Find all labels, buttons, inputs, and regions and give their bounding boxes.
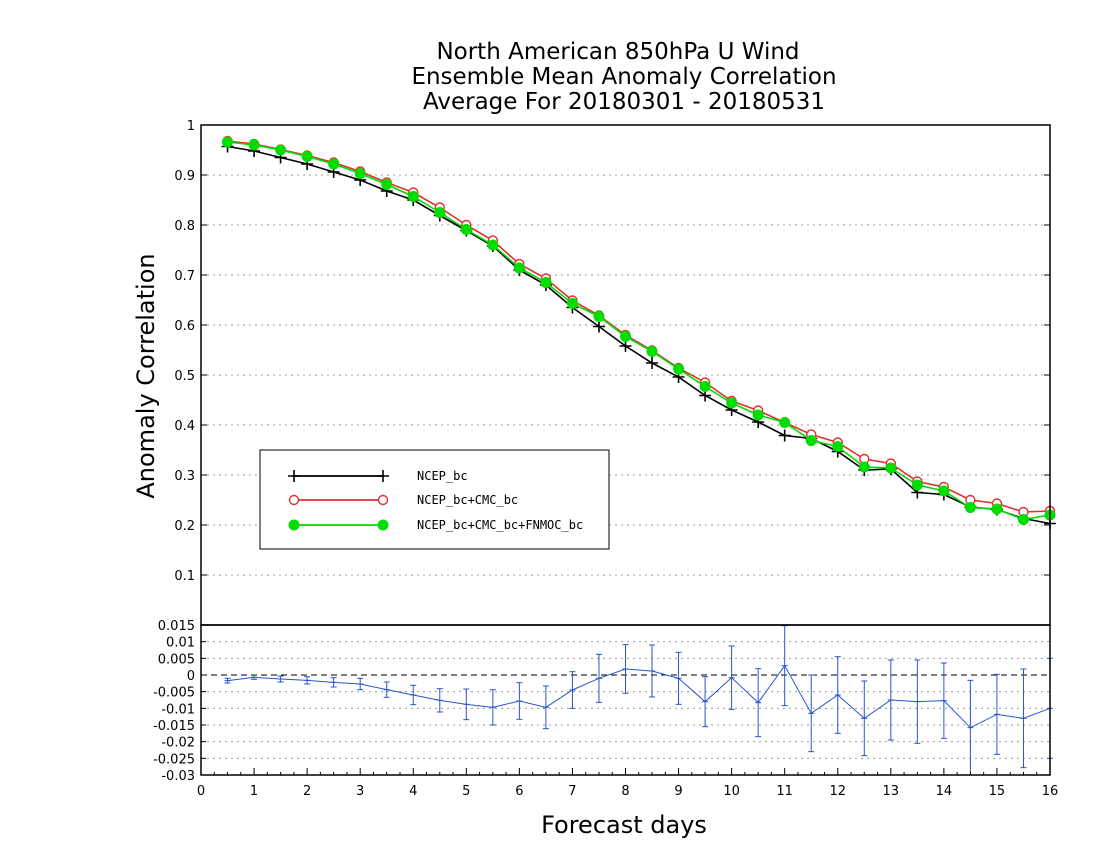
data-point-ncep-bc-cmc-bc-fnmoc-bc [805,435,817,446]
bottom-panel-y-ticks: 0.0150.010.0050-0.005-0.01-0.015-0.02-0.… [153,619,206,784]
data-point-ncep-bc-cmc-bc-fnmoc-bc [1017,514,1029,525]
legend-marker-ncep-bc-cmc-bc [377,494,389,506]
x-tick-label: 15 [989,784,1006,799]
data-point-ncep-bc-cmc-bc-fnmoc-bc [513,262,525,274]
chart-title: North American 850hPa U Wind Ensemble Me… [411,39,836,115]
top-y-tick-label: 0.3 [174,469,195,484]
x-tick-label: 14 [936,784,953,799]
x-tick-label: 3 [356,784,364,799]
x-tick-label: 9 [674,784,682,799]
data-point-ncep-bc-cmc-bc-fnmoc-bc [354,168,366,179]
data-point-ncep-bc-cmc-bc-fnmoc-bc [434,207,446,218]
data-point-ncep-bc-cmc-bc-fnmoc-bc [832,441,844,452]
data-point-ncep-bc-cmc-bc-fnmoc-bc [275,144,287,156]
legend-marker-ncep-bc-cmc-bc-fnmoc-bc [377,519,389,531]
data-point-ncep-bc-cmc-bc-fnmoc-bc [407,191,419,202]
data-point-ncep-bc-cmc-bc-fnmoc-bc [328,158,340,170]
data-point-ncep-bc-cmc-bc-fnmoc-bc [593,311,605,322]
title-line-3: Average For 20180301 - 20180531 [423,89,825,115]
top-y-tick-label: 0.2 [174,519,195,534]
x-tick-label: 6 [515,784,523,799]
data-point-ncep-bc-cmc-bc-fnmoc-bc [620,331,631,342]
legend-marker-ncep-bc-cmc-bc [288,494,300,506]
top-y-tick-label: 0.8 [174,219,195,234]
bottom-y-tick-label: -0.02 [161,736,195,751]
bottom-y-tick-label: -0.03 [161,769,195,784]
x-tick-label: 10 [723,784,740,799]
data-point-ncep-bc-cmc-bc-fnmoc-bc [222,136,234,148]
data-point-ncep-bc-cmc-bc-fnmoc-bc [301,151,313,162]
top-y-tick-label: 0.6 [174,319,195,334]
top-y-tick-label: 0.1 [174,569,195,584]
data-point-ncep-bc-cmc-bc-fnmoc-bc [779,417,791,428]
data-point-ncep-bc-cmc-bc-fnmoc-bc [248,139,260,151]
data-point-ncep-bc-cmc-bc-fnmoc-bc [699,381,711,392]
title-line-1: North American 850hPa U Wind [436,39,799,65]
legend-label-ncep-bc: NCEP_bc [417,469,468,483]
series-line-ncep-bc [227,145,1051,525]
top-y-tick-label: 0.9 [174,169,195,184]
x-tick-label: 0 [197,784,205,799]
y-axis-label: Anomaly Correlation [132,253,160,498]
data-point-ncep-bc [778,429,791,442]
top-y-tick-label: 0.5 [174,369,195,384]
data-point-ncep-bc-cmc-bc-fnmoc-bc [858,461,870,473]
x-tick-label: 11 [776,784,793,799]
top-y-tick-label: 0.4 [174,419,195,434]
data-point-ncep-bc-cmc-bc-fnmoc-bc [911,479,923,491]
data-point-ncep-bc-cmc-bc-fnmoc-bc [646,346,658,357]
top-panel-y-ticks: 0.1 0.2 0.3 0.4 0.5 0.6 0.7 0.8 0.9 1 [174,119,1050,584]
title-line-2: Ensemble Mean Anomaly Correlation [411,64,836,90]
top-panel-series [221,135,1056,530]
top-y-tick-label: 1 [187,119,195,134]
legend-label-ncep-bc-cmc-bc-fnmoc-bc: NCEP_bc+CMC_bc+FNMOC_bc [417,518,583,532]
bottom-y-tick-label: 0.015 [158,619,195,634]
bottom-y-tick-label: 0.01 [166,636,195,651]
legend-marker-ncep-bc [288,470,300,482]
data-point-ncep-bc-cmc-bc-fnmoc-bc [885,462,897,474]
x-tick-label: 5 [462,784,470,799]
x-ticks: 0 1 2 3 4 5 6 7 8 9 10 11 12 13 14 15 16 [197,768,1058,799]
x-tick-label: 8 [621,784,629,799]
data-point-ncep-bc-cmc-bc-fnmoc-bc [752,409,764,421]
data-point-ncep-bc-cmc-bc-fnmoc-bc [938,485,950,497]
data-point-ncep-bc-cmc-bc-fnmoc-bc [460,224,472,235]
x-tick-label: 16 [1042,784,1059,799]
x-tick-label: 7 [568,784,576,799]
legend-items: NCEP_bc NCEP_bc+CMC_bc NCEP_bc+CMC_bc+FNMO… [288,469,583,532]
data-point-ncep-bc-cmc-bc-fnmoc-bc [381,179,393,190]
data-point-ncep-bc-cmc-bc-fnmoc-bc [487,239,499,251]
bottom-y-tick-label: -0.01 [161,702,195,717]
data-point-ncep-bc-cmc-bc-fnmoc-bc [964,502,976,513]
difference-line [227,664,1051,729]
top-y-tick-label: 0.7 [174,269,195,284]
bottom-y-tick-label: 0.005 [158,652,195,667]
data-point-ncep-bc-cmc-bc-fnmoc-bc [540,277,552,288]
data-point-ncep-bc-cmc-bc-fnmoc-bc [566,298,578,309]
x-tick-label: 12 [829,784,846,799]
data-point-ncep-bc-cmc-bc-fnmoc-bc [726,397,738,409]
data-point-ncep-bc-cmc-bc-fnmoc-bc [673,363,685,375]
legend: NCEP_bc NCEP_bc+CMC_bc NCEP_bc+CMC_bc+FNMO… [259,449,610,550]
legend-marker-ncep-bc [377,470,389,482]
bottom-y-tick-label: -0.015 [153,719,195,734]
x-tick-label: 1 [250,784,258,799]
data-point-ncep-bc [646,357,659,369]
legend-marker-ncep-bc-cmc-bc-fnmoc-bc [288,519,300,531]
data-point-ncep-bc [592,320,605,333]
data-point-ncep-bc-cmc-bc-fnmoc-bc [991,503,1003,515]
x-axis-label: Forecast days [541,811,707,839]
bottom-panel-series [224,625,1053,775]
bottom-y-tick-label: -0.005 [153,686,195,701]
x-tick-label: 4 [409,784,417,799]
x-tick-label: 13 [883,784,900,799]
x-tick-label: 2 [303,784,311,799]
bottom-y-tick-label: -0.025 [153,752,195,767]
legend-label-ncep-bc-cmc-bc: NCEP_bc+CMC_bc [417,493,518,507]
bottom-y-tick-label: 0 [187,669,195,684]
